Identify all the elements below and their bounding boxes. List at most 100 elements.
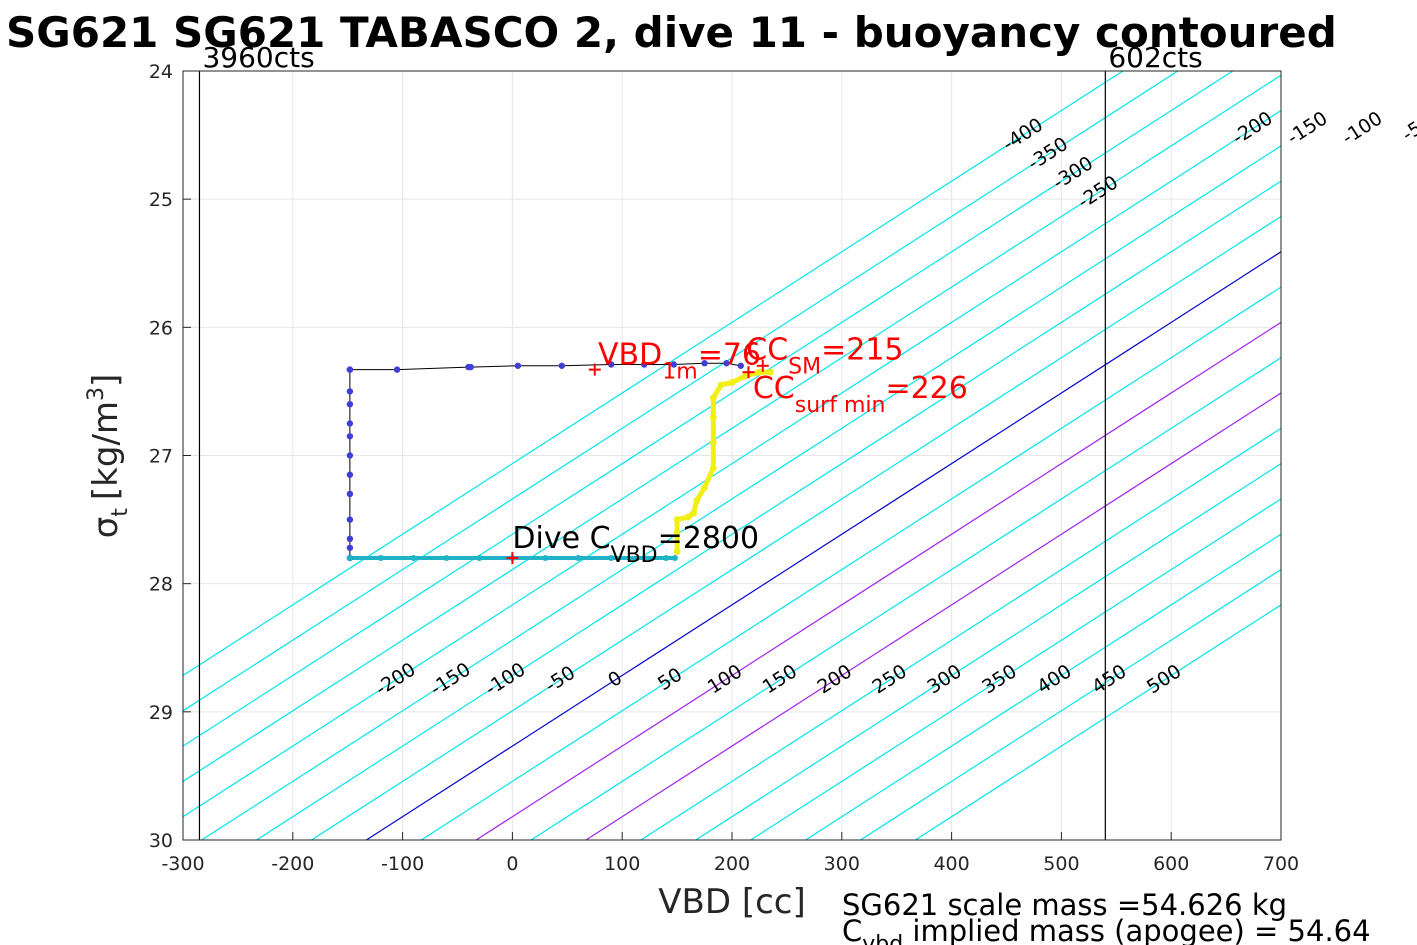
buoyancy-contours xyxy=(183,71,1281,840)
marker-plus xyxy=(742,366,755,379)
trace-point xyxy=(723,360,730,367)
contour-line xyxy=(201,145,1281,840)
trace-point xyxy=(673,529,681,536)
trace-point xyxy=(741,372,749,380)
annotation: VBD1m=76 xyxy=(598,338,761,385)
y-tick-label: 25 xyxy=(149,189,173,211)
trace-point xyxy=(346,452,354,459)
trace-point xyxy=(693,496,701,504)
trace-point xyxy=(640,361,648,368)
contour-line xyxy=(640,427,1281,840)
x-tick-label: 200 xyxy=(714,853,750,875)
trace-point xyxy=(346,535,354,543)
trace-point xyxy=(476,555,483,562)
trace-point xyxy=(756,368,763,376)
contour-line xyxy=(183,109,1281,818)
trace-point xyxy=(663,555,670,562)
contour-line xyxy=(860,568,1281,840)
trace-point xyxy=(709,413,717,421)
contour-line xyxy=(805,533,1281,840)
trace-point xyxy=(673,548,681,556)
contour-line xyxy=(915,604,1281,840)
trace-point xyxy=(709,394,717,402)
vbd-limit-label: 3960cts xyxy=(202,41,314,74)
marker-plus xyxy=(588,363,601,376)
trace-point xyxy=(393,366,401,373)
trace-point xyxy=(346,401,354,408)
marker-plus xyxy=(756,359,769,372)
trace-line xyxy=(674,369,771,552)
trace-point xyxy=(346,555,353,562)
markers xyxy=(506,359,769,565)
trace-line xyxy=(349,362,741,371)
x-tick-label: -200 xyxy=(271,853,314,875)
trace-point xyxy=(671,555,678,562)
x-axis-ticks: -300 -200 -100 0 100 200 300 400 500 600 700 xyxy=(161,832,1299,875)
y-tick-label: 27 xyxy=(149,446,173,468)
contour-line xyxy=(256,180,1281,840)
x-tick-label: 500 xyxy=(1043,853,1079,875)
trace-point xyxy=(346,388,354,395)
y-tick-label: 29 xyxy=(149,702,173,724)
glider-trace xyxy=(346,360,774,562)
contour-line xyxy=(420,286,1281,840)
trace-point xyxy=(670,361,678,368)
trace-point xyxy=(575,555,582,562)
trace-point xyxy=(346,366,354,373)
trace-point xyxy=(684,513,692,521)
annotation: CCsurf min=226 xyxy=(753,371,968,418)
trace-point xyxy=(443,555,450,562)
y-tick-label: 28 xyxy=(149,574,173,596)
x-tick-label: 700 xyxy=(1263,853,1299,875)
contour-label: -50 xyxy=(1398,111,1417,146)
contour-line xyxy=(183,71,1179,712)
trace-point xyxy=(767,368,774,376)
trace-point xyxy=(737,362,744,369)
contour-label: -100 xyxy=(1338,107,1386,149)
annotation: CCSM=215 xyxy=(746,332,903,379)
trace-point xyxy=(701,484,708,491)
y-tick-label: 30 xyxy=(149,830,173,852)
trace-point xyxy=(514,362,522,369)
trace-point xyxy=(690,509,697,517)
x-tick-label: 100 xyxy=(604,853,640,875)
contour-line xyxy=(475,321,1281,840)
x-tick-label: 600 xyxy=(1153,853,1189,875)
trace-point xyxy=(410,555,417,562)
trace-point xyxy=(542,555,549,562)
trace-point xyxy=(709,464,717,472)
contour-line xyxy=(183,74,1281,783)
y-axis-label: σt[kg/m3] xyxy=(84,374,133,539)
trace-point xyxy=(728,379,736,386)
contour-line xyxy=(183,71,1234,747)
x-axis-label: VBD [cc] xyxy=(658,882,806,922)
x-tick-label: 400 xyxy=(933,853,969,875)
x-tick-label: -300 xyxy=(161,853,204,875)
trace-point xyxy=(717,381,725,389)
contour-line xyxy=(366,251,1281,840)
trace-point xyxy=(346,490,354,498)
contour-line xyxy=(695,462,1281,840)
trace-point xyxy=(346,516,354,523)
trace-point xyxy=(701,360,708,367)
trace-point xyxy=(346,544,354,551)
trace-point xyxy=(641,555,648,562)
y-tick-label: 26 xyxy=(149,317,173,339)
y-axis-ticks: 24 25 26 27 28 29 30 xyxy=(149,61,191,852)
contour-line xyxy=(311,215,1281,840)
contour-line xyxy=(750,498,1281,840)
vbd-limit-lines: 3960cts 602cts xyxy=(198,41,1203,840)
svg-text:σt[kg/m3]: σt[kg/m3] xyxy=(84,374,133,539)
annotation: Dive CVBD=2800 xyxy=(512,521,759,568)
chart-title: SG621 SG621 TABASCO 2, dive 11 - buoyanc… xyxy=(6,8,1337,57)
trace-point xyxy=(608,555,615,562)
y-tick-label: 24 xyxy=(149,61,173,83)
trace-point xyxy=(346,433,354,440)
trace-point xyxy=(608,361,615,368)
scale-mass-note: SG621 scale mass =54.626 kg xyxy=(842,888,1287,922)
x-tick-label: 0 xyxy=(506,853,518,875)
marker-plus xyxy=(506,552,519,565)
trace-point xyxy=(709,439,717,447)
